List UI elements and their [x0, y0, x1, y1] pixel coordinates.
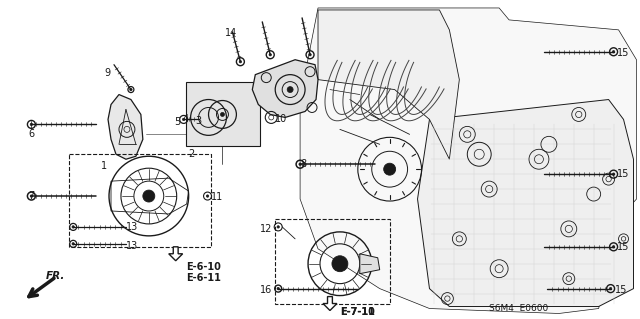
Text: 15: 15 — [616, 48, 629, 58]
Circle shape — [612, 173, 615, 175]
Circle shape — [30, 195, 33, 197]
Polygon shape — [417, 100, 634, 307]
Polygon shape — [108, 94, 143, 159]
Text: 13: 13 — [126, 241, 138, 251]
Text: 16: 16 — [260, 285, 273, 295]
Circle shape — [130, 88, 132, 91]
Text: 2: 2 — [189, 149, 195, 159]
Text: 3: 3 — [196, 116, 202, 126]
Circle shape — [609, 287, 612, 290]
Circle shape — [72, 243, 74, 245]
Circle shape — [332, 256, 348, 272]
Circle shape — [299, 163, 301, 166]
Circle shape — [612, 246, 615, 248]
Circle shape — [269, 54, 271, 56]
Circle shape — [182, 118, 185, 121]
Polygon shape — [169, 247, 182, 261]
Bar — [69, 154, 211, 247]
Text: 1: 1 — [101, 161, 107, 171]
Circle shape — [143, 190, 155, 202]
Polygon shape — [300, 8, 636, 314]
Text: 4: 4 — [182, 115, 189, 124]
Text: 14: 14 — [225, 28, 237, 38]
Text: 13: 13 — [126, 222, 138, 232]
Circle shape — [384, 163, 396, 175]
Circle shape — [612, 50, 615, 53]
Polygon shape — [360, 254, 380, 274]
Text: 11: 11 — [211, 192, 223, 202]
Text: E-7-10: E-7-10 — [340, 307, 375, 316]
Text: FR.: FR. — [45, 271, 65, 281]
Text: 15: 15 — [616, 169, 629, 179]
Text: S6M4  E0600: S6M4 E0600 — [489, 304, 548, 313]
Text: 12: 12 — [260, 224, 273, 234]
Circle shape — [206, 195, 209, 197]
Text: E-6-10: E-6-10 — [186, 262, 221, 272]
Text: 6: 6 — [28, 130, 35, 139]
Circle shape — [239, 61, 241, 63]
Text: 10: 10 — [275, 115, 287, 124]
Polygon shape — [318, 10, 460, 159]
Circle shape — [220, 113, 225, 116]
Text: 8: 8 — [300, 159, 306, 169]
Circle shape — [287, 86, 293, 93]
Text: 9: 9 — [104, 68, 110, 78]
Polygon shape — [323, 297, 337, 310]
Circle shape — [277, 287, 280, 290]
Text: 15: 15 — [614, 285, 627, 295]
Circle shape — [277, 226, 280, 228]
Text: 15: 15 — [616, 242, 629, 252]
Text: E-7-11: E-7-11 — [340, 308, 375, 317]
Text: 5: 5 — [173, 117, 180, 127]
Bar — [275, 219, 390, 304]
Text: E-6-11: E-6-11 — [186, 273, 221, 283]
Circle shape — [72, 226, 74, 228]
Bar — [186, 82, 260, 146]
Polygon shape — [252, 60, 318, 117]
Circle shape — [309, 54, 311, 56]
Text: 7: 7 — [28, 191, 35, 201]
Circle shape — [30, 123, 33, 126]
